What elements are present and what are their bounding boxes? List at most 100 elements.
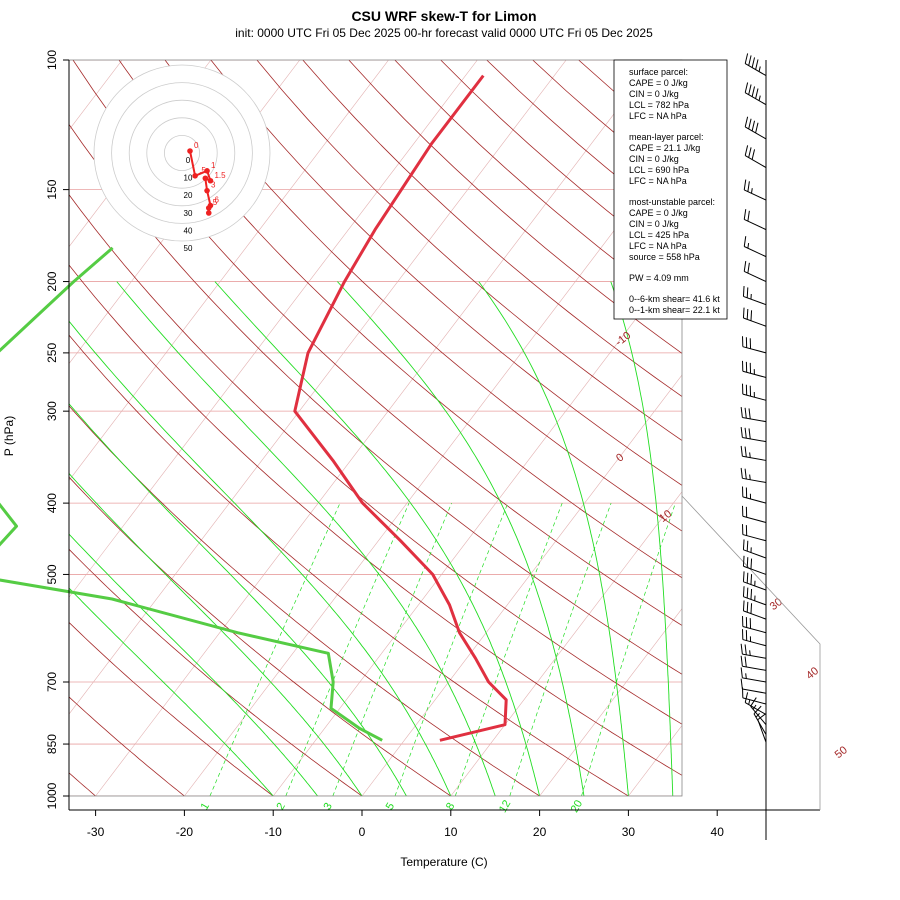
surface-parcel-heading: surface parcel: [629,67,688,77]
wind-barb-staff [742,496,767,504]
wind-barb-flag [755,122,759,134]
wind-barb-flag [757,712,767,721]
wind-barb-staff [742,393,767,401]
wind-barb [742,616,767,634]
mixing-ratio-label: 12 [497,798,514,815]
wind-barb-flag [746,572,749,584]
surface-lfc: LFC = NA hPa [629,111,687,121]
hodograph-point-label: 1 [211,161,216,170]
dry-adiabat [210,60,682,486]
wind-barb [744,116,767,140]
mixing-ratio-line [509,502,612,796]
hodograph-ring [128,99,236,207]
moist-adiabat [714,282,720,796]
dry-adiabat [69,476,452,796]
dry-adiabat [69,548,363,796]
surface-cape: CAPE = 0 J/kg [629,78,688,88]
y-tick-label: 850 [45,734,59,754]
y-tick-label: 500 [45,564,59,584]
wind-barb-flag [744,116,749,128]
wind-barb [742,336,767,354]
wind-barb-staff [757,719,767,743]
mean-layer-cin: CIN = 0 J/kg [629,154,679,164]
moist-adiabat [610,281,674,796]
wind-barb-flag [750,588,753,600]
wind-barb [742,286,767,306]
isotherm-line [69,60,389,481]
wind-barb-flag [742,555,745,567]
chart-title: CSU WRF skew-T for Limon [351,8,536,24]
shear-0-6km: 0--6-km shear= 41.6 kt [629,294,720,304]
y-tick-label: 1000 [45,782,59,809]
mean-layer-lcl: LCL = 690 hPa [629,165,689,175]
hodograph-point [205,210,212,216]
wind-barb-flag [744,692,749,703]
wind-barb [742,307,767,327]
hodograph-ring [111,82,253,224]
hodograph-ring [93,64,271,242]
pressure-axis: 100 150 200 250 300 400 500 700 850 1000 [45,50,69,809]
wind-barb [740,467,767,483]
isotherm-line [361,374,682,796]
dry-adiabat [348,60,682,354]
wind-barb-flag [744,427,747,439]
plot-frame [68,59,821,811]
hodograph-point [187,148,193,154]
wind-barb [742,486,767,504]
wind-barb [740,445,767,461]
dry-adiabat [69,123,682,675]
hodograph: 0 10 20 30 40 50 0 .5 11.53 65 [93,64,271,253]
hodograph-point [205,205,212,211]
wind-barb-flag [740,427,743,438]
wind-barb-flag [750,558,753,569]
most-unstable-cape: CAPE = 0 J/kg [629,208,688,218]
mixing-ratio-label: 8 [444,801,457,812]
dry-adiabat [69,194,682,725]
wind-barb-flag [742,586,745,597]
dry-adiabat [256,60,682,441]
wind-barb-flag [744,53,749,64]
wind-barb [743,209,767,231]
wind-barb [757,712,767,743]
wind-barb-staff [744,246,767,258]
wind-barb-staff [742,626,767,634]
wind-barb-staff [743,565,767,575]
wind-barb-flag [744,82,749,93]
wind-barb-half-flag [749,650,751,656]
wind-barb-half-flag [745,673,747,679]
x-tick-label: -30 [87,825,105,839]
wind-barb-flag [748,118,752,130]
moist-adiabat [214,281,541,796]
wind-barb-flag [742,307,745,319]
wind-barb-flag [747,181,750,192]
wind-barb-half-flag [755,713,760,718]
wind-barb [740,667,767,683]
wind-barb-flag [751,57,756,68]
wind-barb-flag [743,261,747,272]
clipped-background [69,60,720,796]
hodograph-point [192,173,198,179]
wind-barb-flag [744,468,747,480]
hodograph-point-label: .5 [199,166,206,175]
wind-barb-flag [742,600,745,611]
hodograph-ring-label: 50 [184,244,193,253]
parcel-info-box: surface parcel: CAPE = 0 J/kg CIN = 0 J/… [613,59,728,320]
wind-barb-half-flag [747,242,750,249]
wind-barb [743,179,767,201]
wind-barb-flag [751,120,756,132]
wind-barb-flag [750,310,753,321]
temperature-axis: -30 -20 -10 0 10 20 30 40 [87,810,724,839]
moist-adiabat [337,281,585,796]
dry-adiabat [69,696,185,796]
wind-barb [744,53,767,77]
wind-barb-staff [742,688,767,694]
wind-barb [742,571,767,591]
wind-barb-flag [740,445,743,457]
mixing-ratio-line [332,502,452,796]
wind-barb-staff [753,713,767,735]
surface-cin: CIN = 0 J/kg [629,89,679,99]
hodograph-point [207,177,214,184]
moist-adiabat [69,587,274,796]
wind-barb-flag [743,209,747,220]
